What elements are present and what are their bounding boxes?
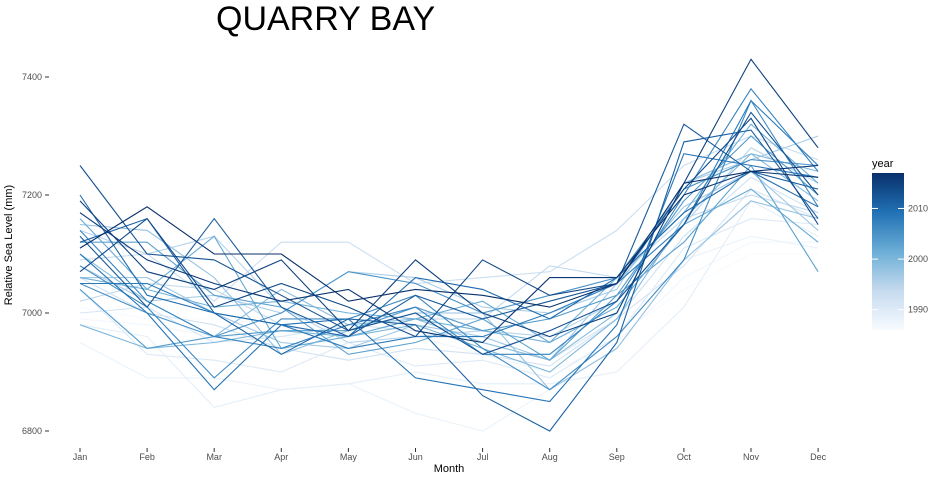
- legend-title: year: [872, 158, 894, 170]
- x-tick-label-sep: Sep: [609, 452, 625, 462]
- y-tick-label-7400: 7400: [22, 72, 42, 82]
- legend-label-1990: 1990: [908, 305, 928, 315]
- x-tick-label-may: May: [340, 452, 358, 462]
- series-line-1987: [79, 241, 819, 373]
- series-line-2011: [79, 129, 819, 432]
- x-tick-label-oct: Oct: [677, 452, 692, 462]
- x-tick-label-jan: Jan: [73, 452, 88, 462]
- series-line-2007: [79, 87, 819, 355]
- series-line-2004: [79, 135, 819, 349]
- x-axis-title: Month: [434, 463, 465, 475]
- x-tick-label-dec: Dec: [810, 452, 827, 462]
- series-line-2013: [79, 111, 819, 355]
- legend-colorbar: [872, 173, 904, 330]
- series-line-2012: [79, 123, 819, 338]
- x-tick-label-mar: Mar: [206, 452, 222, 462]
- x-axis: Jan Feb Mar Apr May Jun Jul Aug Sep Oct Nov Dec: [73, 448, 827, 462]
- series-line-2009: [79, 153, 819, 403]
- y-axis-title: Relative Sea Level (mm): [3, 185, 15, 305]
- plot-area: [79, 58, 819, 432]
- series-line-1988: [79, 235, 819, 432]
- legend-label-2010: 2010: [908, 203, 928, 213]
- x-tick-label-jun: Jun: [408, 452, 423, 462]
- x-tick-label-aug: Aug: [542, 452, 558, 462]
- series-line-2017: [79, 164, 819, 308]
- y-tick-label-7000: 7000: [22, 308, 42, 318]
- y-axis: 6800 7000 7200 7400: [22, 72, 49, 436]
- series-line-2001: [79, 123, 819, 344]
- series-line-2006: [79, 99, 819, 391]
- series-line-2016: [79, 170, 819, 344]
- series-line-1992: [79, 176, 819, 367]
- series-line-1993: [79, 135, 819, 302]
- series-line-2015: [79, 58, 819, 338]
- legend: year 1990 2000 2010: [872, 158, 928, 330]
- x-tick-label-jul: Jul: [477, 452, 489, 462]
- series-line-2002: [79, 188, 819, 350]
- series-line-2014: [79, 117, 819, 338]
- series-line-1989: [79, 200, 819, 409]
- x-tick-label-feb: Feb: [139, 452, 155, 462]
- chart-title: QUARRY BAY: [216, 0, 435, 38]
- series-line-1998: [79, 200, 819, 391]
- y-tick-label-7200: 7200: [22, 190, 42, 200]
- legend-label-2000: 2000: [908, 254, 928, 264]
- series-line-1990: [79, 218, 819, 379]
- x-tick-label-apr: Apr: [274, 452, 288, 462]
- x-tick-label-nov: Nov: [743, 452, 760, 462]
- y-tick-label-6800: 6800: [22, 426, 42, 436]
